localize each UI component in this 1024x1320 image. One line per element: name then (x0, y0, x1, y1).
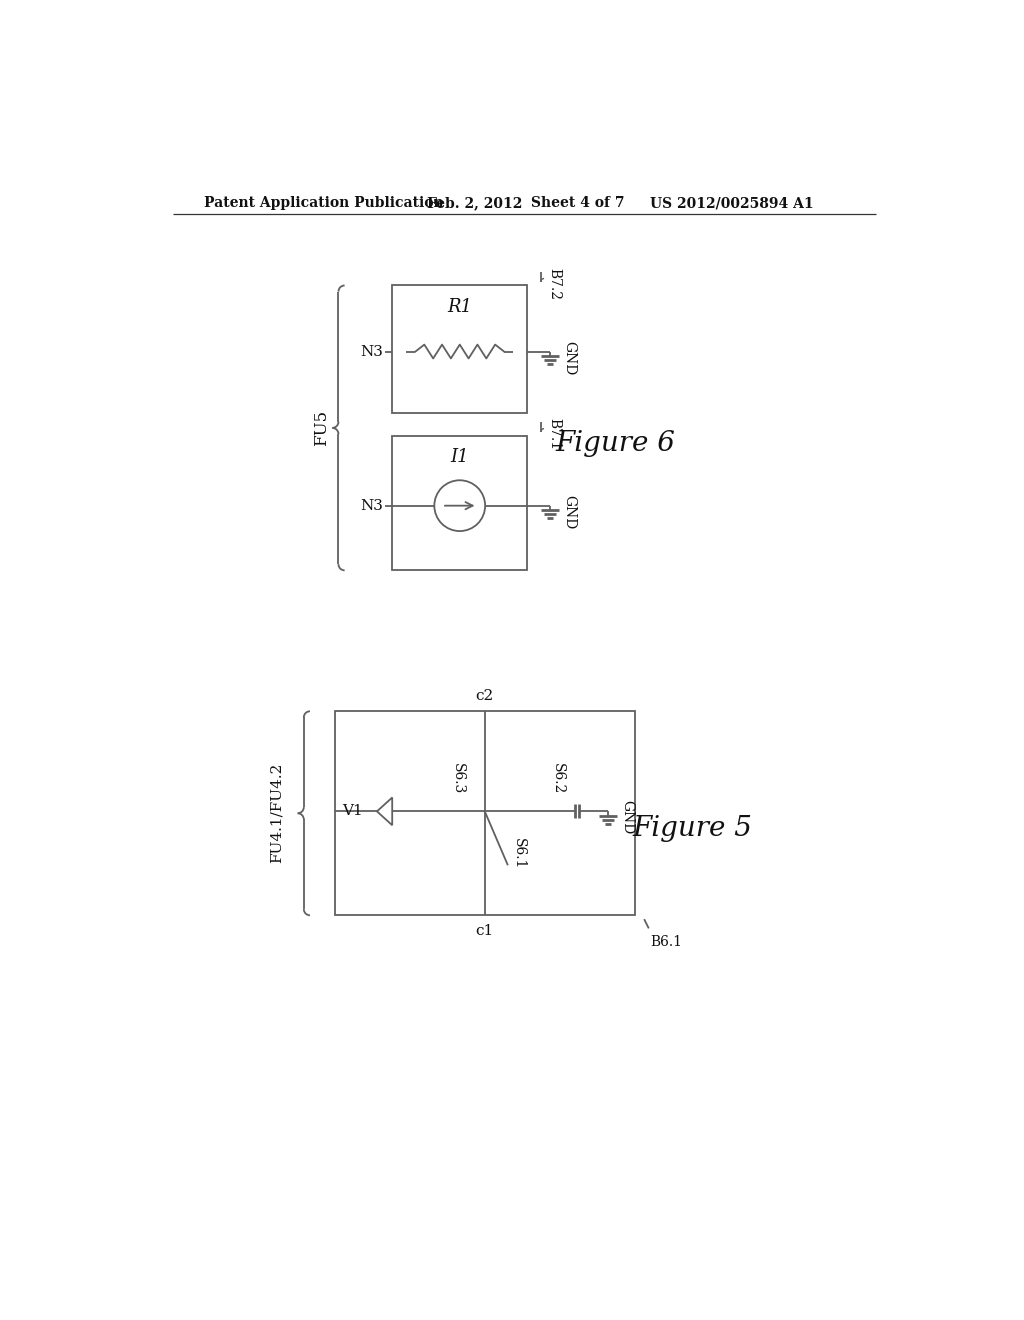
Text: c1: c1 (475, 924, 494, 937)
Text: B7.2: B7.2 (547, 268, 561, 300)
Text: FU4.1/FU4.2: FU4.1/FU4.2 (270, 763, 284, 863)
Text: N3: N3 (360, 345, 383, 359)
Text: V1: V1 (342, 804, 364, 818)
Text: GND: GND (562, 341, 577, 375)
Text: FU5: FU5 (313, 409, 330, 446)
Text: N3: N3 (360, 499, 383, 512)
Text: Sheet 4 of 7: Sheet 4 of 7 (531, 197, 625, 210)
Text: Patent Application Publication: Patent Application Publication (204, 197, 443, 210)
Text: Figure 5: Figure 5 (633, 814, 753, 842)
Text: B7.1: B7.1 (547, 418, 561, 450)
Text: c2: c2 (475, 689, 494, 702)
Text: S6.1: S6.1 (512, 838, 525, 870)
Bar (392, 436, 527, 570)
Text: GND: GND (621, 800, 634, 834)
Text: S6.3: S6.3 (451, 763, 465, 795)
Bar (392, 285, 527, 412)
Text: Figure 6: Figure 6 (556, 430, 676, 457)
Text: US 2012/0025894 A1: US 2012/0025894 A1 (650, 197, 814, 210)
Text: GND: GND (562, 495, 577, 529)
Text: B6.1: B6.1 (650, 935, 682, 949)
Text: Feb. 2, 2012: Feb. 2, 2012 (427, 197, 522, 210)
Text: I1: I1 (451, 449, 469, 466)
Text: R1: R1 (447, 298, 472, 315)
Text: S6.2: S6.2 (551, 763, 565, 795)
Bar (335, 711, 635, 915)
